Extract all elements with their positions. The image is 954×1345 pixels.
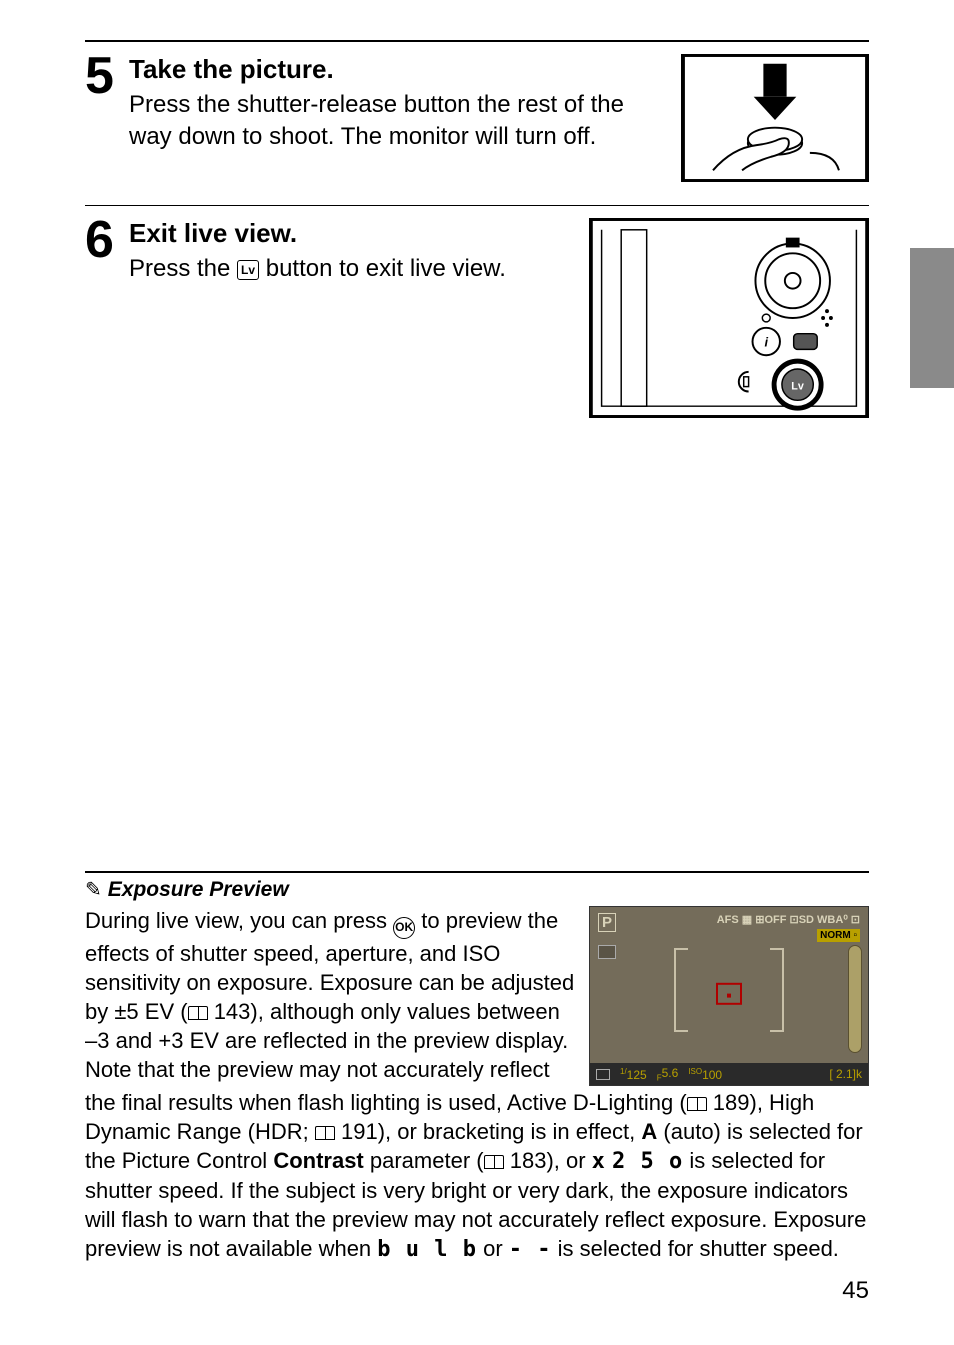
- step-text: Press the shutter-release button the res…: [129, 89, 669, 154]
- text: Press the: [129, 255, 237, 282]
- step-5: 5 Take the picture. Press the shutter-re…: [85, 40, 869, 206]
- lcd-iso: ISO100: [688, 1067, 722, 1082]
- text: or: [477, 1236, 509, 1261]
- lcd-preview: P AFS ▦ ⊞OFF ⊡SD WBA⁰ ⊡ NORM ▫ 1/125 F5.…: [589, 906, 869, 1086]
- step-number: 6: [85, 214, 129, 266]
- pencil-icon: ✎: [85, 877, 102, 902]
- page-number: 45: [842, 1277, 869, 1305]
- text: 100: [702, 1068, 722, 1082]
- step5-figure: [681, 54, 869, 187]
- text: ISO: [688, 1067, 702, 1076]
- book-icon: [188, 1006, 208, 1020]
- step-number: 5: [85, 50, 129, 102]
- lcd-shutter: 1/125: [620, 1067, 647, 1082]
- text: parameter (: [364, 1148, 484, 1173]
- lv-icon: Lv: [237, 260, 259, 280]
- text: ), or bracketing is in effect,: [378, 1119, 642, 1144]
- page-ref: 189: [713, 1090, 750, 1115]
- note-title: Exposure Preview: [108, 878, 289, 902]
- lcd-bottom-bar: 1/125 F5.6 ISO100 [ 2.1]k: [590, 1063, 868, 1085]
- note-body-full: the final results when flash lighting is…: [85, 1088, 869, 1264]
- seg-x: x: [592, 1149, 606, 1174]
- step6-figure: i Lv: [589, 218, 869, 423]
- step-title: Take the picture.: [129, 54, 669, 85]
- step-title: Exit live view.: [129, 218, 577, 249]
- page-ref: 183: [510, 1148, 547, 1173]
- step-text: Press the Lv button to exit live view.: [129, 253, 577, 285]
- seg-250: 2 5 o: [612, 1149, 683, 1174]
- lcd-count: [ 2.1]k: [829, 1067, 862, 1081]
- lcd-norm: NORM ▫: [817, 929, 860, 942]
- svg-text:i: i: [764, 334, 768, 349]
- lcd-aperture: F5.6: [657, 1066, 679, 1082]
- exposure-preview-note: ✎ Exposure Preview During live view, you…: [85, 871, 869, 1264]
- step-body: Exit live view. Press the Lv button to e…: [129, 218, 589, 285]
- text: is selected for shutter speed.: [552, 1236, 839, 1261]
- seg-dashes: - -: [509, 1237, 552, 1262]
- step-6: 6 Exit live view. Press the Lv button to…: [85, 206, 869, 441]
- step-body: Take the picture. Press the shutter-rele…: [129, 54, 681, 154]
- lcd-right-pill: [848, 945, 862, 1053]
- page-ref: 191: [341, 1119, 378, 1144]
- side-tab: [910, 248, 954, 388]
- text: 125: [627, 1068, 647, 1082]
- lcd-left-icon: [598, 945, 616, 959]
- text: ), or: [546, 1148, 591, 1173]
- note-header: ✎ Exposure Preview: [85, 871, 869, 902]
- text-bold: A: [641, 1119, 657, 1144]
- text: the final results when flash lighting is…: [85, 1090, 687, 1115]
- lcd-mode: P: [598, 913, 616, 932]
- text: During live view, you can press: [85, 908, 393, 933]
- lcd-af-dot: [727, 994, 731, 998]
- text-bold: Contrast: [273, 1148, 363, 1173]
- seg-bulb: b u l b: [377, 1237, 477, 1262]
- text: 5.6: [662, 1066, 679, 1080]
- text: button to exit live view.: [259, 255, 506, 282]
- camera-icon: [596, 1069, 610, 1080]
- book-icon: [484, 1155, 504, 1169]
- page-ref: 143: [214, 999, 251, 1024]
- lcd-top-icons: AFS ▦ ⊞OFF ⊡SD WBA⁰ ⊡: [717, 913, 860, 926]
- svg-text:Lv: Lv: [791, 381, 804, 393]
- book-icon: [687, 1097, 707, 1111]
- note-body-left: During live view, you can press OK to pr…: [85, 906, 575, 1084]
- ok-icon: OK: [393, 917, 415, 939]
- book-icon: [315, 1126, 335, 1140]
- text: 1/: [620, 1067, 627, 1076]
